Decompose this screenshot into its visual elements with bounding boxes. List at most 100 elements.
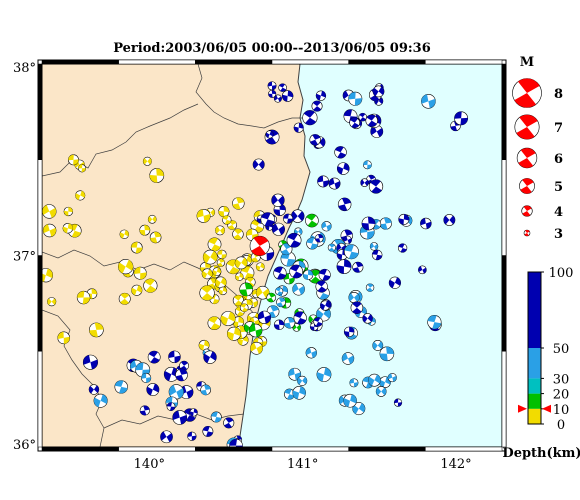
event-deep-coast [365, 114, 378, 127]
event-coastal-shallow [215, 225, 225, 236]
event-offshore [349, 378, 359, 388]
event-nw-shallow [77, 164, 87, 173]
lon-label: 142° [440, 457, 471, 472]
event-south-cluster [88, 384, 100, 395]
depth-band [528, 378, 541, 394]
event-nw-shallow [133, 266, 147, 280]
event-coastal-shallow [207, 316, 222, 330]
event-mid [352, 402, 366, 416]
event-mid [387, 373, 397, 383]
map-frame [37, 59, 507, 452]
event-south-cluster [203, 350, 217, 364]
event-deep-coast [336, 162, 350, 175]
event-deep-coast [349, 117, 361, 129]
depth-band [528, 393, 541, 409]
event-south-cluster [187, 431, 197, 441]
event-nw-shallow [62, 223, 74, 234]
event-deep-coast [337, 197, 352, 212]
event-nw-shallow [142, 156, 152, 166]
event-coastal-shallow [201, 268, 213, 280]
event-mid [379, 217, 392, 230]
event-south-cluster [210, 411, 222, 423]
depth-tick-label: 50 [553, 342, 570, 357]
event-south-cluster [172, 410, 188, 425]
event-deep-coast [290, 209, 305, 223]
event-deep-coast [313, 317, 323, 327]
event-nw-shallow [118, 292, 131, 305]
depth-unit-label: Depth(km) [502, 446, 580, 461]
lon-label: 140° [134, 457, 165, 472]
event-deep-coast [350, 301, 364, 314]
depth-tick-label: 0 [557, 418, 565, 433]
magnitude-legend-label: 8 [554, 87, 563, 102]
event-offshore [388, 276, 401, 289]
event-nw-shallow [131, 284, 143, 296]
event-deep-coast [281, 90, 294, 102]
event-deep-coast [286, 232, 302, 248]
magnitude-legend-symbol [519, 178, 535, 194]
event-deep-coast [336, 259, 352, 274]
event-mid [321, 221, 332, 232]
event-deep-coast [268, 89, 277, 98]
event-south-cluster [93, 393, 108, 408]
event-mid [368, 373, 381, 387]
lon-label: 141° [287, 457, 318, 472]
lat-label: 38° [13, 61, 36, 76]
event-coastal-shallow [239, 303, 249, 313]
event-deep-coast [358, 112, 367, 122]
event-offshore [420, 217, 432, 230]
event-coastal-shallow [220, 311, 236, 327]
magnitude-legend-title: M [520, 55, 534, 70]
event-coastal-shallow [212, 267, 222, 277]
event-deep-coast [334, 146, 347, 159]
magnitude-legend-label: 6 [554, 152, 563, 167]
event-deep-coast [252, 158, 265, 171]
event-coastal-shallow [222, 215, 232, 225]
event-nw-shallow [147, 214, 157, 224]
depth-tick-label: 100 [549, 266, 574, 281]
event-mid [316, 367, 332, 382]
event-deep-coast [309, 134, 321, 146]
magnitude-legend: M 8 7 6 5 4 3 [512, 55, 563, 242]
event-nw-shallow [143, 278, 158, 293]
event-mid [369, 242, 379, 251]
depth-marker-right [542, 404, 551, 413]
event-coastal-shallow [235, 272, 244, 281]
event-deep-coast [314, 233, 324, 243]
event-coastal-shallow [232, 197, 245, 210]
event-offshore [421, 93, 436, 109]
event-mid [292, 386, 306, 400]
axis-labels: 38° 37° 36° 140° 141° 142° [13, 61, 472, 472]
mainshock-event [249, 235, 270, 256]
event-nw-shallow [149, 231, 162, 244]
depth-band [528, 408, 541, 424]
event-offshore [443, 214, 456, 226]
event-offshore [348, 91, 363, 106]
event-coastal-shallow [218, 286, 228, 296]
event-nw-shallow [139, 224, 151, 236]
event-deep-coast [317, 175, 330, 188]
event-deep-coast [257, 310, 272, 324]
event-nw-shallow [119, 229, 130, 240]
event-offshore [344, 244, 359, 260]
magnitude-legend-symbol [514, 114, 540, 140]
map-area[interactable] [39, 64, 502, 452]
event-coastal-shallow [198, 339, 210, 351]
event-mid [375, 386, 387, 397]
depth-band [528, 272, 541, 348]
event-deep-coast [302, 110, 318, 126]
event-mid [276, 297, 286, 308]
event-coastal-shallow [232, 228, 244, 240]
event-deep-coast [273, 319, 285, 331]
event-nw-shallow [42, 268, 53, 283]
event-coastal-shallow [234, 256, 248, 270]
depth-tick-label: 10 [553, 403, 570, 418]
event-coastal-shallow [232, 294, 245, 307]
event-mid [297, 375, 308, 386]
event-mid [305, 347, 317, 359]
event-green [266, 292, 277, 303]
event-coastal-shallow [207, 237, 222, 252]
magnitude-legend-symbol [516, 147, 538, 169]
